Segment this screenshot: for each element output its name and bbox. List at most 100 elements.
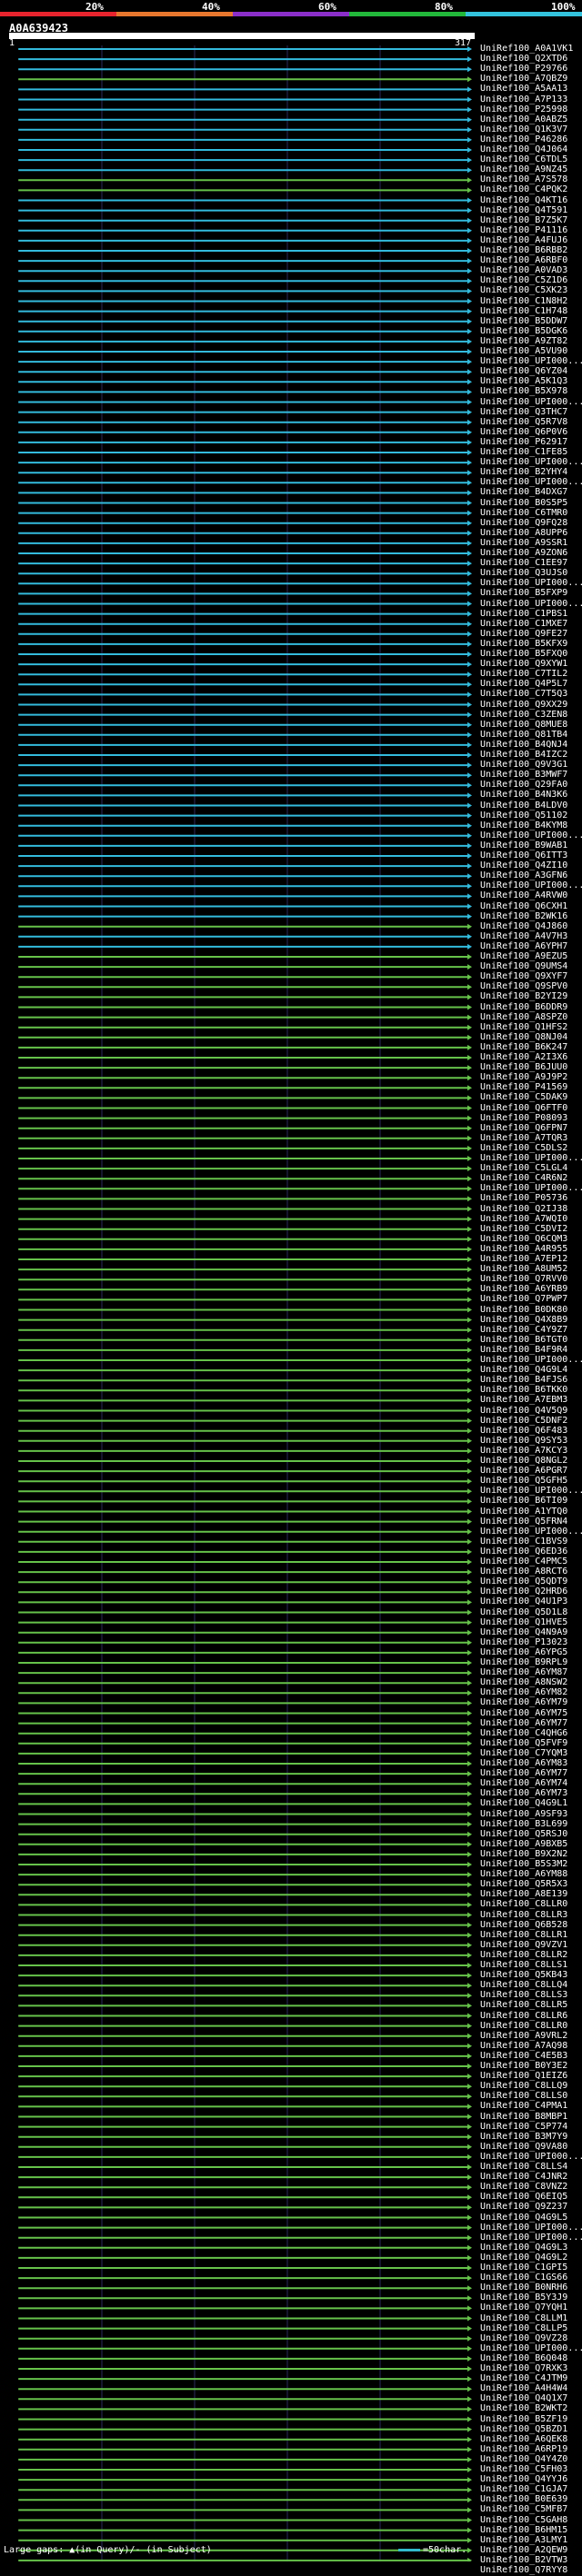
hit-label[interactable]: UniRef100_A7AQ98: [480, 2040, 568, 2051]
hit-label[interactable]: UniRef100_A6YPH7: [480, 940, 568, 951]
hit-label[interactable]: UniRef100_Q6F483: [480, 1425, 568, 1436]
hit-label[interactable]: UniRef100_Q5R5X3: [480, 1879, 568, 1890]
hit-label[interactable]: UniRef100_B5Y3J9: [480, 2293, 568, 2303]
hit-label[interactable]: UniRef100_P08093: [480, 1112, 568, 1123]
hit-label[interactable]: UniRef100_B5DGK6: [480, 325, 568, 336]
hit-label[interactable]: UniRef100_C8LLM1: [480, 2312, 568, 2323]
hit-label[interactable]: UniRef100_A4RVW0: [480, 890, 568, 901]
hit-label[interactable]: UniRef100_A8NSW2: [480, 1677, 568, 1688]
hit-label[interactable]: UniRef100_A5VU90: [480, 346, 568, 356]
hit-label[interactable]: UniRef100_B9X2N2: [480, 1848, 568, 1859]
hit-label[interactable]: UniRef100_Q6P0V6: [480, 426, 568, 437]
hit-label[interactable]: UniRef100_B2YHY4: [480, 467, 568, 478]
hit-label[interactable]: UniRef100_C1N8H2: [480, 295, 568, 306]
hit-label[interactable]: UniRef100_C4JTM9: [480, 2373, 568, 2384]
hit-label[interactable]: UniRef100_B2WK16: [480, 910, 568, 921]
hit-label[interactable]: UniRef100_Q6B528: [480, 1919, 568, 1930]
hit-label[interactable]: UniRef100_B3L699: [480, 1818, 568, 1829]
hit-label[interactable]: UniRef100_C5GAH8: [480, 2514, 568, 2525]
hit-label[interactable]: UniRef100_B2WKT2: [480, 2403, 568, 2414]
hit-label[interactable]: UniRef100_Q4U1P3: [480, 1596, 568, 1607]
hit-label[interactable]: UniRef100_Q4Q1X7: [480, 2393, 568, 2404]
hit-label[interactable]: UniRef100_A6QEK8: [480, 2433, 568, 2444]
hit-label[interactable]: UniRef100_C5FH03: [480, 2464, 568, 2474]
hit-label[interactable]: UniRef100_Q2HRD6: [480, 1586, 568, 1597]
hit-label[interactable]: UniRef100_Q6CXH1: [480, 900, 568, 911]
hit-label[interactable]: UniRef100_B2VTW3: [480, 2554, 568, 2565]
hit-label[interactable]: UniRef100_Q5RSJ0: [480, 1828, 568, 1839]
hit-label[interactable]: UniRef100_Q5FVF9: [480, 1737, 568, 1748]
hit-label[interactable]: UniRef100_C1H748: [480, 305, 568, 316]
hit-label[interactable]: UniRef100_A9EZU5: [480, 951, 568, 961]
hit-label[interactable]: UniRef100_P46286: [480, 134, 568, 144]
hit-label[interactable]: UniRef100_A7P133: [480, 94, 568, 104]
hit-label[interactable]: UniRef100_Q9V3G1: [480, 760, 568, 771]
hit-label[interactable]: UniRef100_B0DK80: [480, 1304, 568, 1315]
hit-label[interactable]: UniRef100_C8LLR0: [480, 2020, 568, 2031]
hit-label[interactable]: UniRef100_C8LLR0: [480, 1899, 568, 1910]
hit-label[interactable]: UniRef100_Q51102: [480, 810, 568, 821]
hit-label[interactable]: UniRef100_Q4YYJ6: [480, 2474, 568, 2485]
hit-label[interactable]: UniRef100_C5DVI2: [480, 1223, 568, 1234]
hit-label[interactable]: UniRef100_C8LLR2: [480, 1949, 568, 1960]
hit-label[interactable]: UniRef100_B6TI09: [480, 1496, 568, 1507]
hit-label[interactable]: UniRef100_A2I3X6: [480, 1052, 568, 1062]
hit-label[interactable]: UniRef100_P13023: [480, 1636, 568, 1647]
hit-label[interactable]: UniRef100_A7WQI0: [480, 1213, 568, 1224]
hit-label[interactable]: UniRef100_UPI000...: [480, 2342, 582, 2353]
hit-label[interactable]: UniRef100_Q6ITT3: [480, 850, 568, 860]
hit-label[interactable]: UniRef100_Q4P5L7: [480, 679, 568, 690]
hit-label[interactable]: UniRef100_Q2IJ38: [480, 1203, 568, 1214]
hit-label[interactable]: UniRef100_C5DAK9: [480, 1092, 568, 1103]
hit-label[interactable]: UniRef100_A5K1Q3: [480, 376, 568, 387]
hit-label[interactable]: UniRef100_C4QHG6: [480, 1727, 568, 1738]
hit-label[interactable]: UniRef100_A9NZ45: [480, 164, 568, 175]
hit-label[interactable]: UniRef100_B0E639: [480, 2494, 568, 2505]
hit-label[interactable]: UniRef100_B6Q048: [480, 2352, 568, 2363]
hit-label[interactable]: UniRef100_A7QBZ9: [480, 74, 568, 85]
hit-label[interactable]: UniRef100_C8LLQ4: [480, 1980, 568, 1991]
hit-label[interactable]: UniRef100_C6TDL5: [480, 154, 568, 165]
hit-label[interactable]: UniRef100_A3LMY1: [480, 2534, 568, 2545]
hit-label[interactable]: UniRef100_A9ZT82: [480, 335, 568, 346]
hit-label[interactable]: UniRef100_B6TGT0: [480, 1334, 568, 1345]
hit-label[interactable]: UniRef100_A6YM79: [480, 1697, 568, 1708]
hit-label[interactable]: UniRef100_C8LLS1: [480, 1960, 568, 1970]
hit-label[interactable]: UniRef100_Q9XYW1: [480, 659, 568, 670]
hit-label[interactable]: UniRef100_UPI000...: [480, 2151, 582, 2162]
hit-label[interactable]: UniRef100_C4PMA1: [480, 2101, 568, 2112]
hit-label[interactable]: UniRef100_A9BXB5: [480, 1838, 568, 1849]
hit-label[interactable]: UniRef100_B4QNJ4: [480, 739, 568, 750]
hit-label[interactable]: UniRef100_C8LLQ9: [480, 2081, 568, 2092]
hit-label[interactable]: UniRef100_UPI000...: [480, 356, 582, 367]
hit-label[interactable]: UniRef100_UPI000...: [480, 1183, 582, 1194]
hit-label[interactable]: UniRef100_Q4G9L3: [480, 2242, 568, 2253]
hit-label[interactable]: UniRef100_Q6EIQ5: [480, 2192, 568, 2203]
hit-label[interactable]: UniRef100_B7Z5K7: [480, 214, 568, 225]
hit-label[interactable]: UniRef100_B5KFX9: [480, 638, 568, 649]
hit-label[interactable]: UniRef100_Q7RXK3: [480, 2363, 568, 2373]
hit-label[interactable]: UniRef100_B5DDW7: [480, 315, 568, 326]
hit-label[interactable]: UniRef100_UPI000...: [480, 2232, 582, 2243]
hit-label[interactable]: UniRef100_C5DLS2: [480, 1142, 568, 1153]
hit-label[interactable]: UniRef100_B5FXP9: [480, 588, 568, 599]
hit-label[interactable]: UniRef100_C8LLR5: [480, 2000, 568, 2011]
hit-label[interactable]: UniRef100_Q1K3V7: [480, 124, 568, 134]
hit-label[interactable]: UniRef100_Q4N9A9: [480, 1626, 568, 1637]
hit-label[interactable]: UniRef100_Q9UMS4: [480, 961, 568, 972]
hit-label[interactable]: UniRef100_B4KYM8: [480, 820, 568, 830]
hit-label[interactable]: UniRef100_B4IZC2: [480, 750, 568, 760]
hit-label[interactable]: UniRef100_C5LGL4: [480, 1163, 568, 1174]
hit-label[interactable]: UniRef100_A9VRL2: [480, 2030, 568, 2041]
hit-label[interactable]: UniRef100_B6JUU0: [480, 1062, 568, 1073]
hit-label[interactable]: UniRef100_C4E5B3: [480, 2050, 568, 2061]
hit-label[interactable]: UniRef100_C4R6N2: [480, 1173, 568, 1184]
hit-label[interactable]: UniRef100_A2QEW9: [480, 2544, 568, 2555]
hit-label[interactable]: UniRef100_UPI000...: [480, 1153, 582, 1163]
hit-label[interactable]: UniRef100_A0VAD3: [480, 265, 568, 276]
hit-label[interactable]: UniRef100_B5ZF19: [480, 2413, 568, 2424]
hit-label[interactable]: UniRef100_C8LLS4: [480, 2162, 568, 2172]
hit-label[interactable]: UniRef100_C4JNR2: [480, 2172, 568, 2183]
hit-label[interactable]: UniRef100_A4V7H3: [480, 930, 568, 941]
hit-label[interactable]: UniRef100_Q4KT16: [480, 194, 568, 205]
